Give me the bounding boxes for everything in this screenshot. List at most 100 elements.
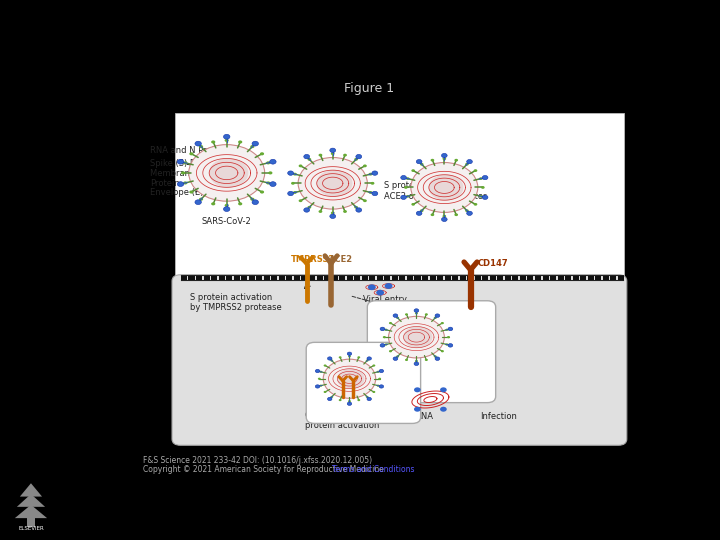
Circle shape: [251, 198, 254, 201]
Circle shape: [443, 215, 446, 218]
Text: Copyright © 2021 American Society for Reproductive Medicine: Copyright © 2021 American Society for Re…: [143, 465, 386, 474]
Circle shape: [403, 326, 432, 348]
Bar: [354, 275, 360, 280]
Circle shape: [330, 212, 335, 214]
Circle shape: [416, 211, 422, 215]
Circle shape: [411, 169, 415, 172]
Circle shape: [266, 161, 270, 164]
Circle shape: [384, 329, 387, 331]
Circle shape: [433, 316, 437, 319]
Circle shape: [223, 134, 230, 139]
Text: CD147: CD147: [477, 259, 508, 268]
Circle shape: [288, 191, 294, 195]
Circle shape: [448, 327, 453, 330]
Text: CTSL mediated S
protein activation: CTSL mediated S protein activation: [305, 411, 379, 430]
Text: ACE2: ACE2: [329, 254, 354, 264]
Circle shape: [383, 336, 386, 338]
FancyBboxPatch shape: [306, 342, 420, 423]
Circle shape: [415, 312, 418, 314]
Circle shape: [330, 214, 336, 219]
Circle shape: [291, 182, 295, 185]
Bar: [234, 275, 240, 280]
Bar: [392, 275, 398, 280]
Circle shape: [431, 159, 434, 161]
FancyBboxPatch shape: [367, 301, 495, 403]
Circle shape: [372, 171, 378, 176]
Circle shape: [225, 139, 229, 142]
Circle shape: [348, 355, 351, 357]
Circle shape: [323, 391, 326, 393]
Bar: [467, 275, 473, 280]
Circle shape: [406, 195, 410, 198]
Text: Envelope (E) Protein: Envelope (E) Protein: [150, 187, 235, 197]
Circle shape: [474, 169, 477, 172]
Circle shape: [328, 397, 332, 401]
Circle shape: [307, 158, 311, 161]
Bar: [603, 275, 609, 280]
Circle shape: [299, 199, 302, 202]
Circle shape: [211, 140, 215, 144]
Circle shape: [318, 210, 323, 213]
Circle shape: [467, 159, 472, 164]
Circle shape: [406, 177, 410, 180]
Circle shape: [199, 145, 203, 148]
Circle shape: [177, 181, 184, 186]
Bar: [287, 275, 292, 280]
Bar: [181, 275, 187, 280]
Circle shape: [479, 195, 483, 198]
Bar: [430, 275, 436, 280]
Circle shape: [315, 385, 320, 388]
Circle shape: [425, 313, 428, 315]
Circle shape: [195, 200, 202, 205]
Circle shape: [482, 176, 488, 180]
Bar: [588, 275, 594, 280]
Circle shape: [401, 176, 406, 180]
Circle shape: [270, 159, 276, 164]
Circle shape: [323, 364, 326, 367]
Circle shape: [189, 145, 265, 201]
Bar: [226, 275, 232, 280]
Bar: [294, 275, 300, 280]
Text: ELSEVIER: ELSEVIER: [18, 526, 44, 531]
Circle shape: [252, 200, 258, 205]
Circle shape: [343, 154, 347, 157]
Polygon shape: [20, 483, 42, 497]
Bar: [189, 275, 194, 280]
Bar: [279, 275, 285, 280]
Circle shape: [414, 309, 419, 312]
Circle shape: [223, 207, 230, 212]
Circle shape: [323, 359, 376, 399]
Circle shape: [366, 396, 369, 398]
Circle shape: [368, 285, 376, 290]
Bar: [400, 275, 405, 280]
Circle shape: [354, 158, 358, 161]
Circle shape: [320, 370, 323, 373]
Bar: [550, 275, 556, 280]
Circle shape: [211, 202, 215, 205]
Text: Infection: Infection: [481, 412, 518, 421]
Text: RNA and N Protein: RNA and N Protein: [150, 146, 228, 160]
Circle shape: [238, 140, 243, 144]
Circle shape: [363, 199, 366, 202]
Circle shape: [441, 153, 447, 158]
Bar: [474, 275, 481, 280]
Circle shape: [367, 397, 372, 401]
Bar: [175, 113, 624, 443]
Circle shape: [474, 203, 477, 206]
Circle shape: [199, 198, 203, 201]
Text: S protein activation
by TMPRSS2 protease: S protein activation by TMPRSS2 protease: [190, 293, 282, 312]
Circle shape: [446, 329, 449, 331]
Bar: [557, 275, 564, 280]
Circle shape: [270, 181, 276, 186]
Circle shape: [318, 154, 323, 157]
Circle shape: [389, 316, 444, 358]
Text: Figure 1: Figure 1: [344, 82, 394, 95]
FancyBboxPatch shape: [172, 275, 627, 446]
Circle shape: [348, 400, 351, 402]
Circle shape: [288, 171, 294, 176]
Circle shape: [183, 181, 187, 185]
Circle shape: [372, 391, 375, 393]
Circle shape: [225, 204, 229, 207]
Text: Viral entry: Viral entry: [364, 295, 408, 304]
Circle shape: [330, 148, 336, 152]
